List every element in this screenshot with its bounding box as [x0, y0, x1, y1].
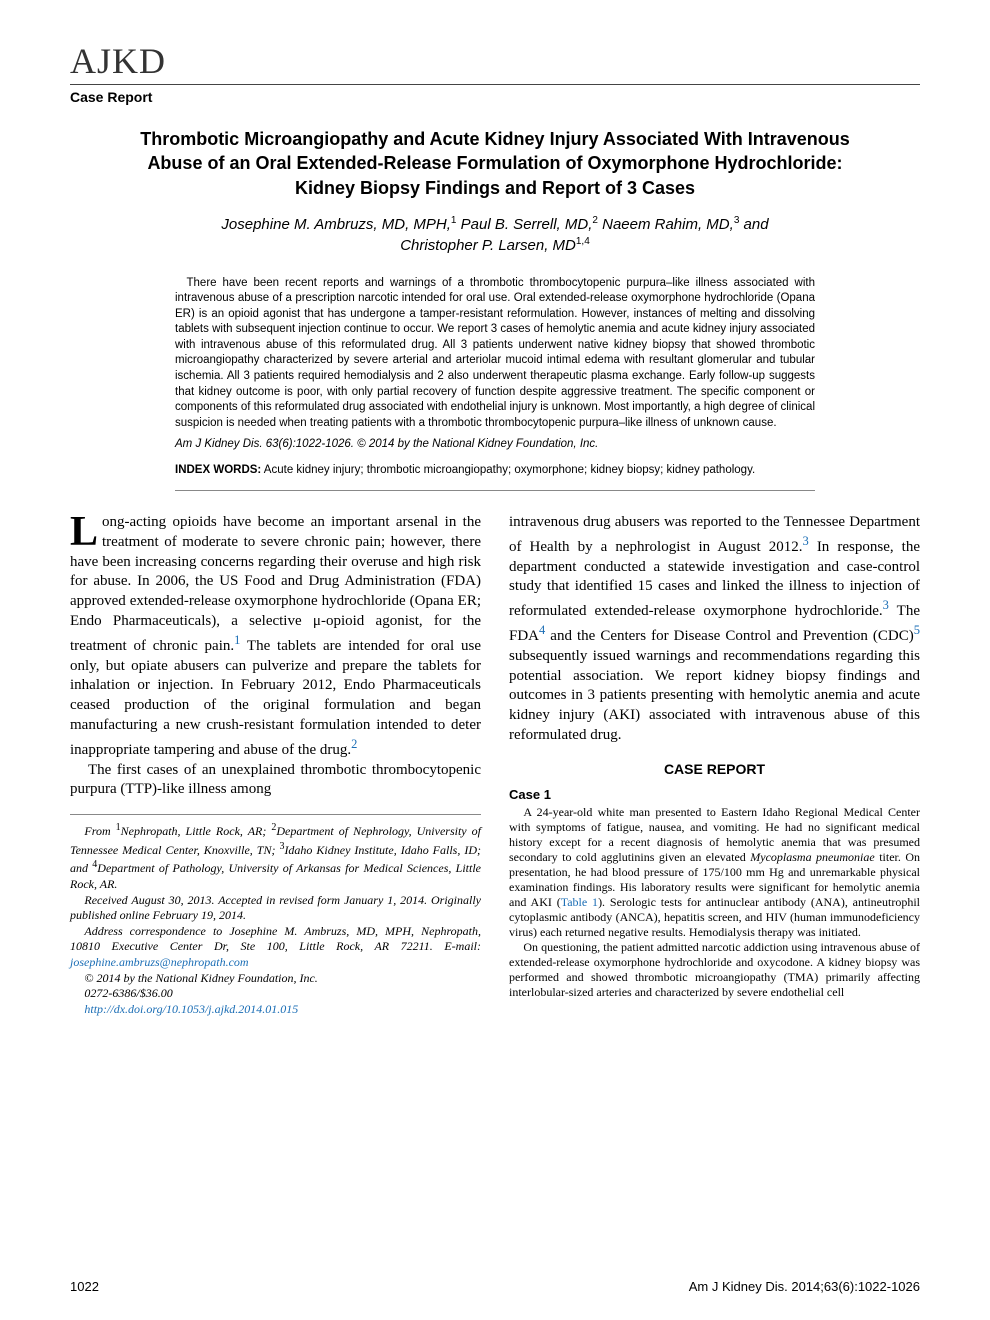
- case-1-heading: Case 1: [509, 786, 920, 803]
- case1-organism: Mycoplasma pneumoniae: [750, 850, 874, 864]
- abstract-block: There have been recent reports and warni…: [175, 276, 815, 478]
- body-columns: Long-acting opioids have become an impor…: [70, 513, 920, 1017]
- index-words-text: Acute kidney injury; thrombotic microang…: [261, 464, 755, 476]
- affil-received: Received August 30, 2013. Accepted in re…: [70, 893, 481, 924]
- body-p1a: ong-acting opioids have become an import…: [70, 514, 481, 654]
- footer-citation: Am J Kidney Dis. 2014;63(6):1022-1026: [689, 1279, 920, 1294]
- author-1-affil: 1: [451, 215, 457, 226]
- affiliations-block: From 1Nephropath, Little Rock, AR; 2Depa…: [70, 814, 481, 1017]
- body-p1b: The tablets are intended for oral use on…: [70, 638, 481, 758]
- body-para-2-cont: intravenous drug abusers was reported to…: [509, 513, 920, 746]
- body-para-2: The first cases of an unexplained thromb…: [70, 761, 481, 801]
- dropcap: L: [70, 513, 102, 549]
- affil-address: Address correspondence to Josephine M. A…: [70, 924, 481, 971]
- affil-1: Nephropath, Little Rock, AR;: [121, 824, 272, 838]
- journal-logo: AJKD: [70, 40, 920, 82]
- page-number: 1022: [70, 1279, 99, 1294]
- article-title: Thrombotic Microangiopathy and Acute Kid…: [125, 127, 865, 200]
- affil-address-text: Address correspondence to Josephine M. A…: [70, 924, 481, 954]
- author-1: Josephine M. Ambruzs, MD, MPH,: [221, 216, 451, 233]
- author-4: Christopher P. Larsen, MD: [400, 237, 576, 254]
- case-1-para-2: On questioning, the patient admitted nar…: [509, 940, 920, 1000]
- case-report-heading: CASE REPORT: [509, 760, 920, 778]
- affil-email-link[interactable]: josephine.ambruzs@nephropath.com: [70, 955, 249, 969]
- affil-doi: http://dx.doi.org/10.1053/j.ajkd.2014.01…: [70, 1002, 481, 1018]
- ref-2[interactable]: 2: [351, 737, 357, 751]
- doi-link[interactable]: http://dx.doi.org/10.1053/j.ajkd.2014.01…: [84, 1002, 298, 1016]
- index-words-label: INDEX WORDS:: [175, 464, 261, 476]
- case-1-block: Case 1 A 24-year-old white man presented…: [509, 786, 920, 1000]
- header-rule: [70, 84, 920, 85]
- author-2: Paul B. Serrell, MD,: [461, 216, 593, 233]
- author-3: Naeem Rahim, MD,: [602, 216, 734, 233]
- body-p2cont-d: and the Centers for Disease Control and …: [545, 628, 913, 644]
- ref-5[interactable]: 5: [914, 623, 920, 637]
- body-para-1: Long-acting opioids have become an impor…: [70, 513, 481, 761]
- case-1-para-1: A 24-year-old white man presented to Eas…: [509, 805, 920, 940]
- author-4-affil: 1,4: [576, 236, 590, 247]
- table-1-link[interactable]: Table 1: [561, 895, 598, 909]
- author-2-affil: 2: [592, 215, 598, 226]
- from-label: From: [84, 824, 115, 838]
- page-footer: 1022 Am J Kidney Dis. 2014;63(6):1022-10…: [70, 1279, 920, 1294]
- affil-issn: 0272-6386/$36.00: [70, 986, 481, 1002]
- abstract-text: There have been recent reports and warni…: [175, 276, 815, 431]
- affil-copyright: © 2014 by the National Kidney Foundation…: [70, 971, 481, 987]
- abstract-bottom-rule: [175, 490, 815, 491]
- authors: Josephine M. Ambruzs, MD, MPH,1 Paul B. …: [70, 214, 920, 256]
- affil-from: From 1Nephropath, Little Rock, AR; 2Depa…: [70, 821, 481, 892]
- abstract-citation: Am J Kidney Dis. 63(6):1022-1026. © 2014…: [175, 437, 815, 453]
- body-p2: The first cases of an unexplained thromb…: [70, 762, 481, 798]
- section-label: Case Report: [70, 89, 920, 105]
- author-and: and: [744, 216, 769, 233]
- index-words-line: INDEX WORDS: Acute kidney injury; thromb…: [175, 463, 815, 479]
- author-3-affil: 3: [734, 215, 740, 226]
- affil-4: Department of Pathology, University of A…: [70, 861, 481, 891]
- body-p2cont-e: subsequently issued warnings and recomme…: [509, 648, 920, 743]
